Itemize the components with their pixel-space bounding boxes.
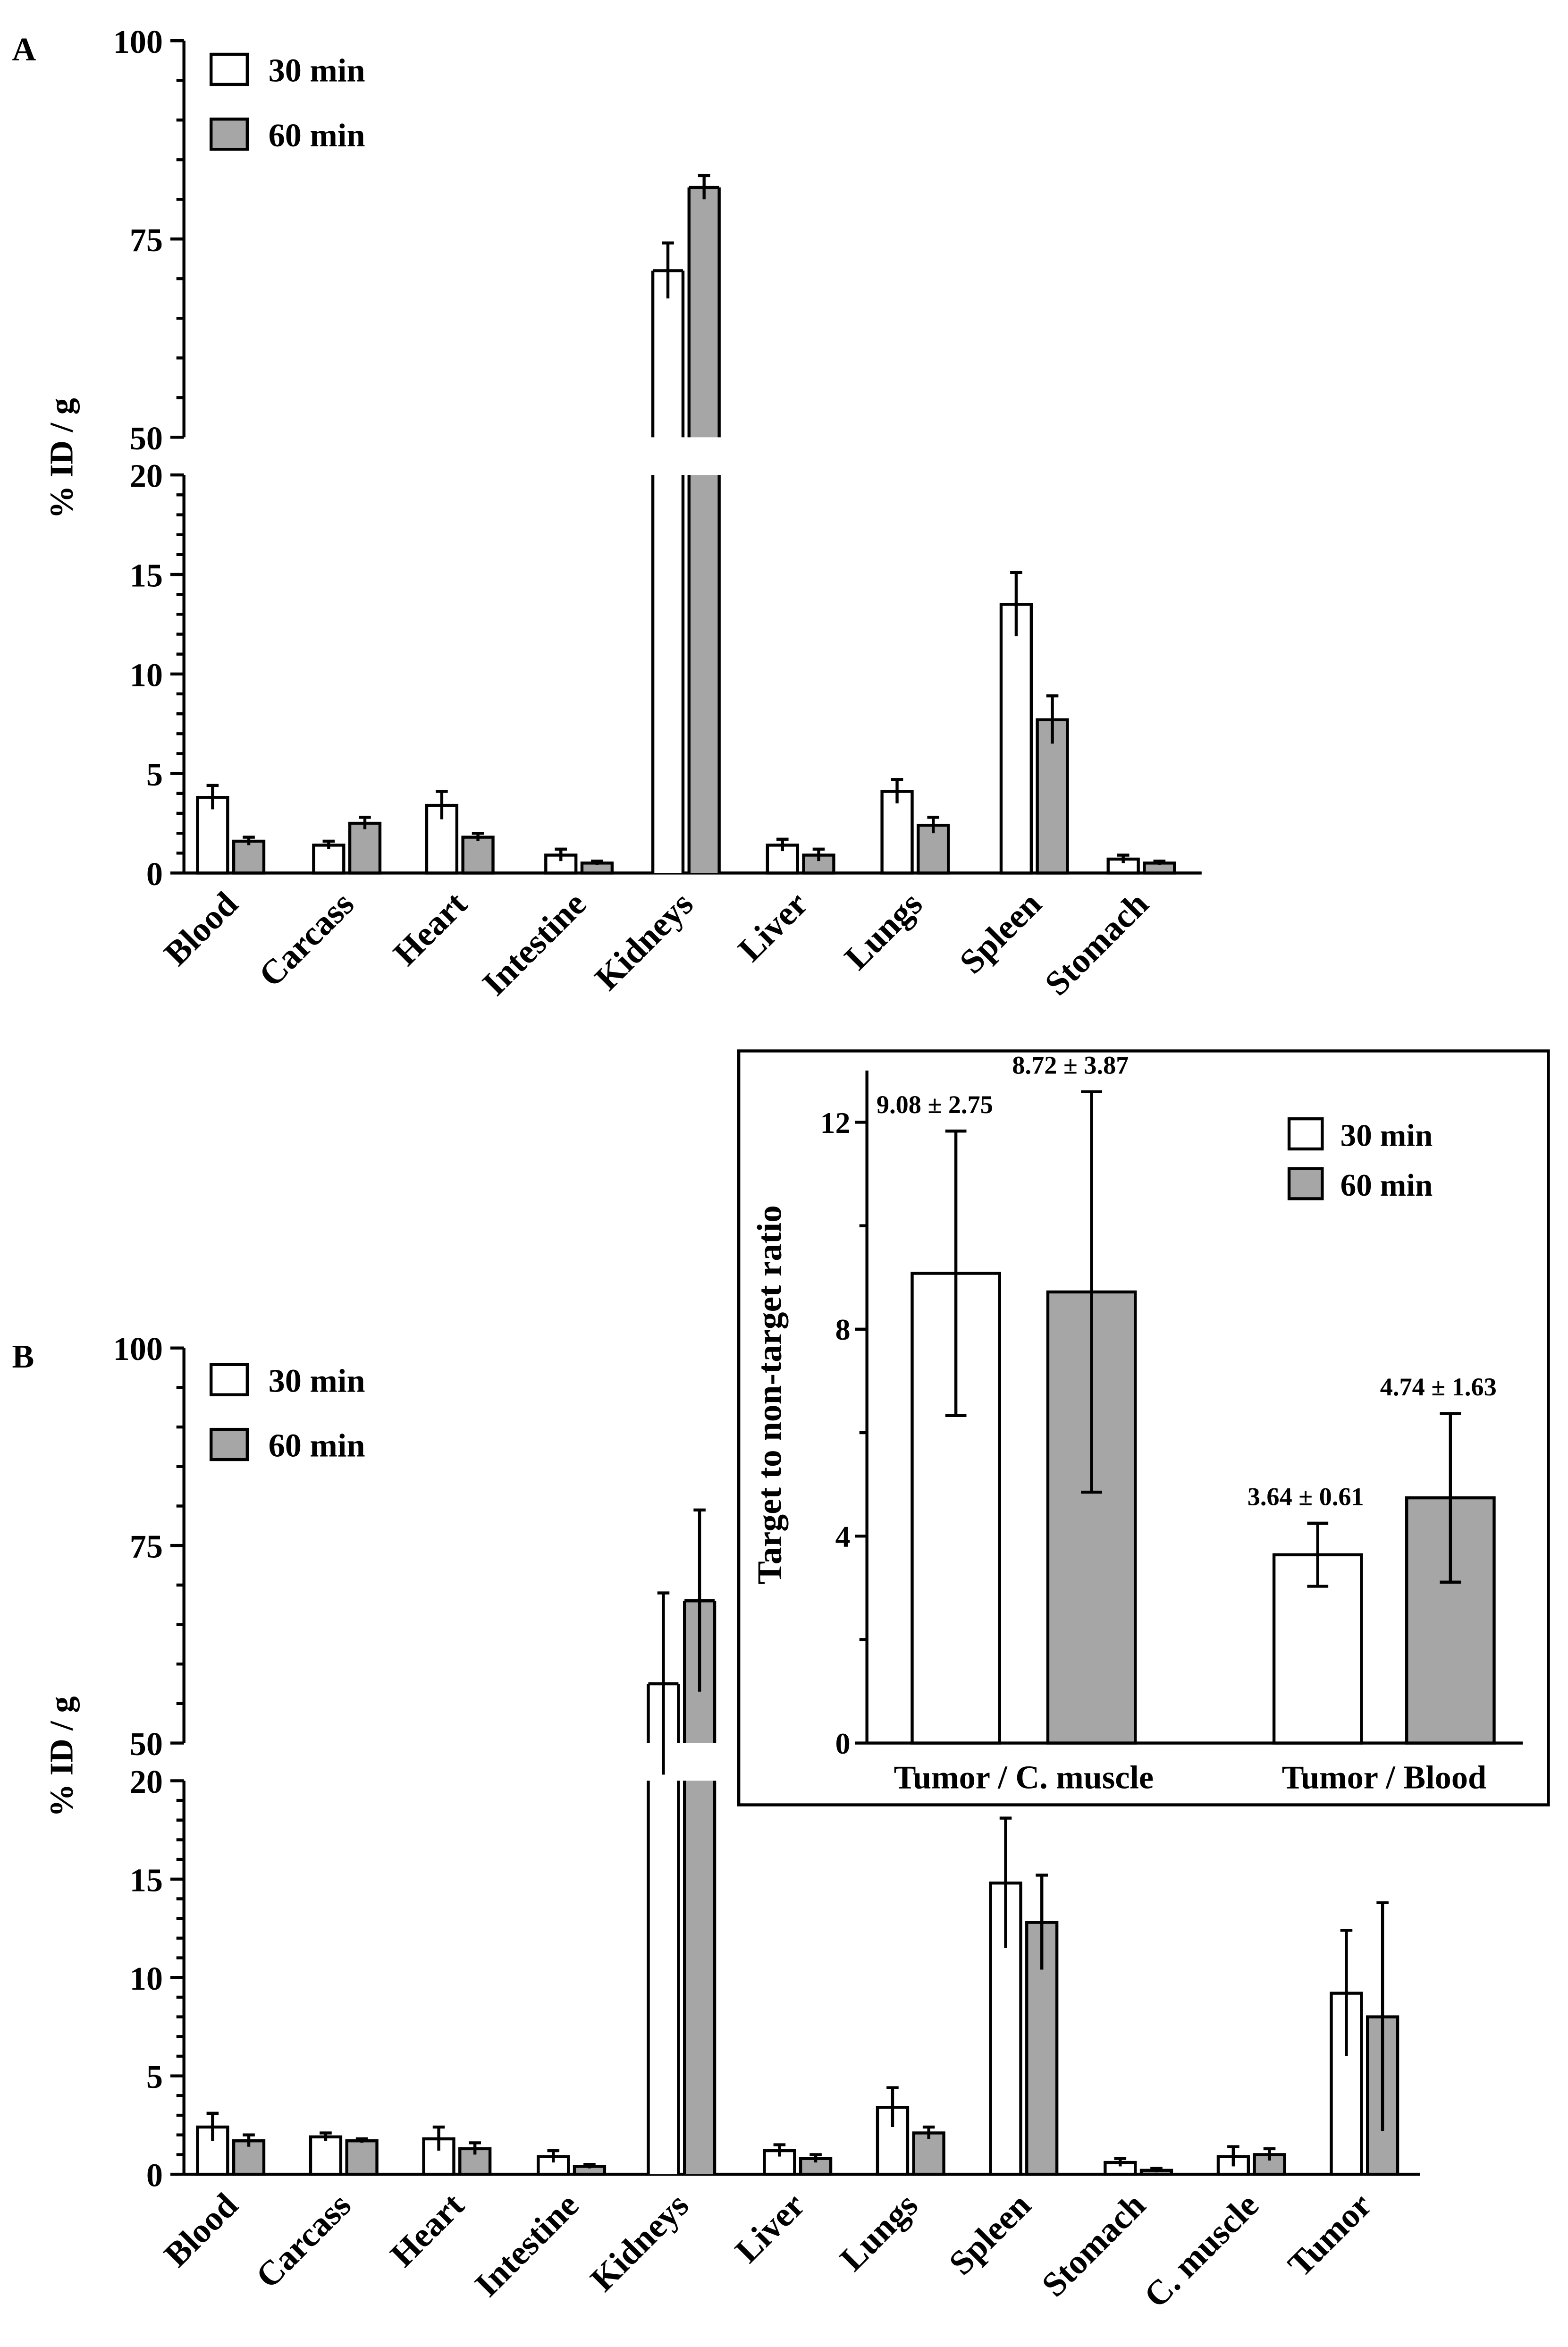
legend-swatch-60min bbox=[209, 118, 249, 151]
y-tick-label: 100 bbox=[113, 1331, 163, 1368]
y-axis-title: % ID / g bbox=[43, 398, 80, 519]
y-tick-label: 20 bbox=[130, 1764, 163, 1800]
x-tick-label: Blood bbox=[157, 885, 245, 973]
inset-y-tick-label: 4 bbox=[835, 1520, 851, 1553]
x-tick-label: Spleen bbox=[942, 2186, 1038, 2282]
legend-label: 60 min bbox=[269, 1427, 365, 1464]
inset-y-tick-label: 8 bbox=[835, 1313, 851, 1346]
inset-panel: 0 4 8 12 Target to non-target ratio 9.08 ± 2.… bbox=[737, 1049, 1550, 1807]
inset-data-label: 3.64 ± 0.61 bbox=[1248, 1482, 1364, 1511]
inset-y-tick-label: 0 bbox=[835, 1727, 851, 1760]
y-axis-title: % ID / g bbox=[43, 1696, 80, 1817]
y-tick-label: 15 bbox=[130, 557, 163, 594]
x-tick-label: Spleen bbox=[952, 885, 1048, 981]
y-tick-label: 5 bbox=[146, 2059, 163, 2095]
legend-label: 60 min bbox=[269, 117, 365, 154]
inset-legend-label: 60 min bbox=[1340, 1167, 1433, 1203]
y-tick-label: 15 bbox=[130, 1862, 163, 1899]
x-tick-label: Carcass bbox=[252, 885, 361, 994]
bar-lungs-60min bbox=[912, 2131, 945, 2176]
inset-y-tick-label: 12 bbox=[820, 1106, 851, 1140]
bar-carcass-60min bbox=[348, 821, 382, 875]
bar-liver-30min bbox=[766, 844, 799, 875]
bar-blood-60min bbox=[232, 839, 266, 875]
x-tick-label: Liver bbox=[731, 885, 815, 969]
bar-kidneys-60min-lower bbox=[684, 1781, 715, 2175]
x-tick-label: C. muscle bbox=[1137, 2186, 1266, 2315]
y-tick-label: 75 bbox=[130, 222, 163, 259]
x-tick-label: Stomach bbox=[1035, 2186, 1153, 2304]
bar-carcass-30min bbox=[309, 2135, 343, 2176]
x-tick-label: Heart bbox=[386, 884, 474, 972]
x-tick-label: Lungs bbox=[833, 2186, 925, 2278]
bar-liver-30min bbox=[763, 2149, 796, 2176]
bar-carcass-30min bbox=[312, 844, 346, 875]
inset-legend-label: 30 min bbox=[1340, 1118, 1433, 1153]
inset-legend-swatch-60min bbox=[1287, 1167, 1324, 1200]
inset-data-label: 9.08 ± 2.75 bbox=[877, 1090, 993, 1119]
x-tick-label: Tumor bbox=[1281, 2186, 1379, 2284]
legend-swatch-30min bbox=[209, 1363, 249, 1396]
bar-kidneys-60min-lower bbox=[689, 475, 719, 873]
x-tick-label: Intestine bbox=[475, 885, 593, 1003]
x-tick-label: Intestine bbox=[467, 2186, 586, 2304]
bar-lungs-60min bbox=[917, 824, 950, 875]
inset-y-axis-title: Target to non-target ratio bbox=[750, 1205, 789, 1584]
y-tick-label: 20 bbox=[130, 458, 163, 495]
y-tick-label: 50 bbox=[130, 1726, 163, 1763]
x-tick-label: Kidneys bbox=[588, 885, 700, 997]
y-tick-label: 0 bbox=[146, 2157, 163, 2194]
x-tick-label: Liver bbox=[728, 2186, 812, 2270]
bar-carcass-60min bbox=[345, 2139, 379, 2176]
y-tick-label: 10 bbox=[130, 657, 163, 693]
y-tick-label: 10 bbox=[130, 1960, 163, 1997]
bar-lungs-30min bbox=[880, 790, 914, 875]
bar-liver-60min bbox=[802, 853, 835, 875]
y-tick-label: 0 bbox=[146, 856, 163, 893]
inset-x-tick-label: Tumor / Blood bbox=[1282, 1759, 1486, 1796]
inset-legend-swatch-30min bbox=[1287, 1117, 1324, 1151]
x-tick-label: Blood bbox=[157, 2186, 245, 2274]
bar-kidneys-60min-upper bbox=[689, 187, 719, 438]
x-tick-label: Carcass bbox=[248, 2186, 358, 2295]
bar-heart-60min bbox=[461, 836, 495, 875]
legend-swatch-30min bbox=[209, 52, 249, 86]
x-tick-label: Kidneys bbox=[583, 2186, 696, 2298]
y-tick-label: 50 bbox=[130, 420, 163, 457]
y-tick-label: 5 bbox=[146, 756, 163, 793]
legend-label: 30 min bbox=[269, 1362, 365, 1399]
panel-label: B bbox=[12, 1338, 34, 1375]
legend-swatch-60min bbox=[209, 1427, 249, 1461]
bar-kidneys-30min-lower bbox=[648, 1781, 679, 2175]
x-tick-label: Heart bbox=[383, 2186, 471, 2274]
y-tick-label: 100 bbox=[113, 24, 163, 60]
bar-stomach-30min bbox=[1104, 2161, 1137, 2176]
inset-data-label: 8.72 ± 3.87 bbox=[1012, 1051, 1129, 1080]
inset-x-tick-label: Tumor / C. muscle bbox=[894, 1759, 1154, 1796]
inset-data-label: 4.74 ± 1.63 bbox=[1380, 1373, 1497, 1401]
x-tick-label: Stomach bbox=[1037, 885, 1156, 1003]
bar-kidneys-30min-lower bbox=[653, 475, 683, 873]
x-tick-label: Lungs bbox=[837, 885, 929, 977]
y-tick-label: 75 bbox=[130, 1528, 163, 1565]
panel-label: A bbox=[12, 31, 36, 68]
legend-label: 30 min bbox=[269, 52, 365, 89]
bar-spleen-30min bbox=[999, 603, 1033, 875]
